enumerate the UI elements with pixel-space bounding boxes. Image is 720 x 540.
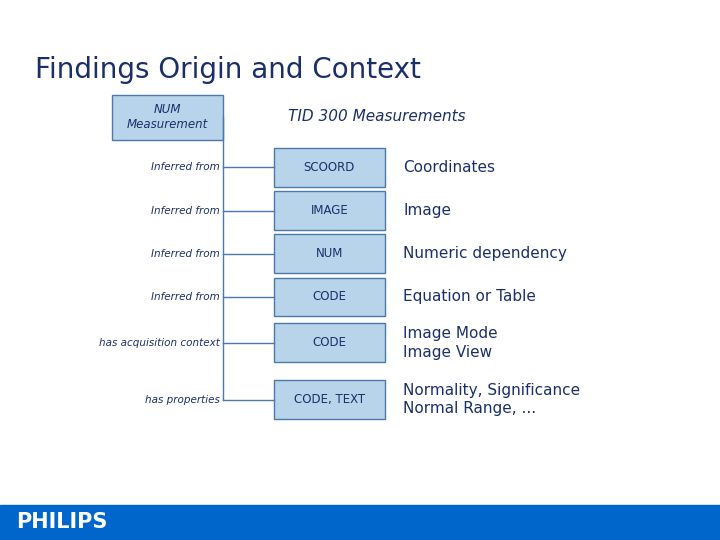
Text: NUM
Measurement: NUM Measurement xyxy=(127,104,208,131)
Text: Numeric dependency: Numeric dependency xyxy=(403,246,567,261)
Text: CODE: CODE xyxy=(312,291,346,303)
Text: Equation or Table: Equation or Table xyxy=(403,289,536,305)
Text: has properties: has properties xyxy=(145,395,220,404)
Text: Coordinates: Coordinates xyxy=(403,160,495,175)
FancyBboxPatch shape xyxy=(274,234,385,273)
Text: TID 300 Measurements: TID 300 Measurements xyxy=(288,109,466,124)
Text: CODE, TEXT: CODE, TEXT xyxy=(294,393,365,406)
Text: NUM: NUM xyxy=(315,247,343,260)
Text: Image: Image xyxy=(403,203,451,218)
Text: has acquisition context: has acquisition context xyxy=(99,338,220,348)
Text: Normality, Significance
Normal Range, ...: Normality, Significance Normal Range, ..… xyxy=(403,383,580,416)
FancyBboxPatch shape xyxy=(274,278,385,316)
FancyBboxPatch shape xyxy=(274,323,385,362)
FancyBboxPatch shape xyxy=(274,148,385,187)
Text: Inferred from: Inferred from xyxy=(151,163,220,172)
Bar xyxy=(0,505,720,540)
Text: Inferred from: Inferred from xyxy=(151,249,220,259)
FancyBboxPatch shape xyxy=(274,191,385,230)
Text: CODE: CODE xyxy=(312,336,346,349)
Text: IMAGE: IMAGE xyxy=(310,204,348,217)
FancyBboxPatch shape xyxy=(274,380,385,419)
Text: Inferred from: Inferred from xyxy=(151,292,220,302)
Text: Inferred from: Inferred from xyxy=(151,206,220,215)
FancyBboxPatch shape xyxy=(112,94,223,140)
Text: D Sluis: D Sluis xyxy=(16,522,54,531)
Text: Findings Origin and Context: Findings Origin and Context xyxy=(35,56,420,84)
Text: PHILIPS: PHILIPS xyxy=(16,512,107,532)
Text: 24: 24 xyxy=(690,522,704,531)
Text: Image Mode
Image View: Image Mode Image View xyxy=(403,326,498,360)
Text: SCOORD: SCOORD xyxy=(304,161,355,174)
